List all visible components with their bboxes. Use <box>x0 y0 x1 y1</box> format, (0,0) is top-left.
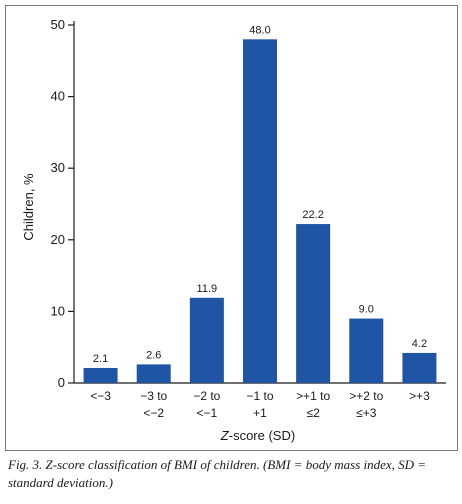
data-label: 9.0 <box>359 304 374 316</box>
y-axis-title: Children, % <box>21 173 36 241</box>
x-tick-label-line: −1 to <box>246 389 273 403</box>
x-tick-label: −2 to <−1 <box>193 389 220 420</box>
y-tick-label: 20 <box>51 232 65 247</box>
x-tick-label-line: +1 <box>253 406 267 420</box>
bar <box>243 39 277 383</box>
bar-chart: 0 10 20 30 40 50 Children, % 2.1 <−3 2.6 −3 to <−2 1… <box>21 17 446 443</box>
x-axis-title-rest: -score (SD) <box>229 428 295 443</box>
x-tick-label-line: ≤+3 <box>356 406 377 420</box>
x-tick-label: >+1 to ≤2 <box>296 389 330 420</box>
x-tick-label-line: −3 to <box>140 389 167 403</box>
y-tick-label: 50 <box>51 17 65 32</box>
x-axis-title: Z-score (SD) <box>220 428 295 443</box>
x-tick-label: >+3 <box>409 389 430 403</box>
data-label: 11.9 <box>197 283 218 295</box>
x-tick-label-line: <−2 <box>143 406 164 420</box>
x-tick-label-line: −2 to <box>193 389 220 403</box>
bar <box>83 367 118 383</box>
bar <box>349 318 384 383</box>
x-tick-label: −3 to <−2 <box>140 389 167 420</box>
x-tick-label: >+2 to ≤+3 <box>349 389 383 420</box>
x-axis-title-italic: Z <box>220 428 230 443</box>
data-label: 2.6 <box>146 349 161 361</box>
data-label: 4.2 <box>412 338 427 350</box>
y-tick-label: 0 <box>58 375 65 390</box>
x-tick-label: <−3 <box>90 389 111 403</box>
y-tick-label: 30 <box>51 160 65 175</box>
data-label: 2.1 <box>93 353 108 365</box>
x-tick-label-line: >+3 <box>409 389 430 403</box>
data-label: 48.0 <box>249 24 270 36</box>
figure-frame <box>5 5 458 451</box>
x-tick-label-line: >+2 to <box>349 389 383 403</box>
y-tick-label: 40 <box>51 89 65 104</box>
x-tick-label-line: ≤2 <box>307 406 321 420</box>
x-tick-label: −1 to +1 <box>246 389 273 420</box>
figure-caption: Fig. 3. Z-score classification of BMI of… <box>8 457 427 490</box>
x-tick-label-line: <−3 <box>90 389 111 403</box>
y-tick-label: 10 <box>51 303 65 318</box>
x-tick-label-line: >+1 to <box>296 389 330 403</box>
data-label: 22.2 <box>302 209 323 221</box>
bar <box>296 224 331 383</box>
bar <box>402 352 437 383</box>
bar <box>136 364 171 383</box>
bar <box>189 297 224 383</box>
x-tick-label-line: <−1 <box>197 406 218 420</box>
